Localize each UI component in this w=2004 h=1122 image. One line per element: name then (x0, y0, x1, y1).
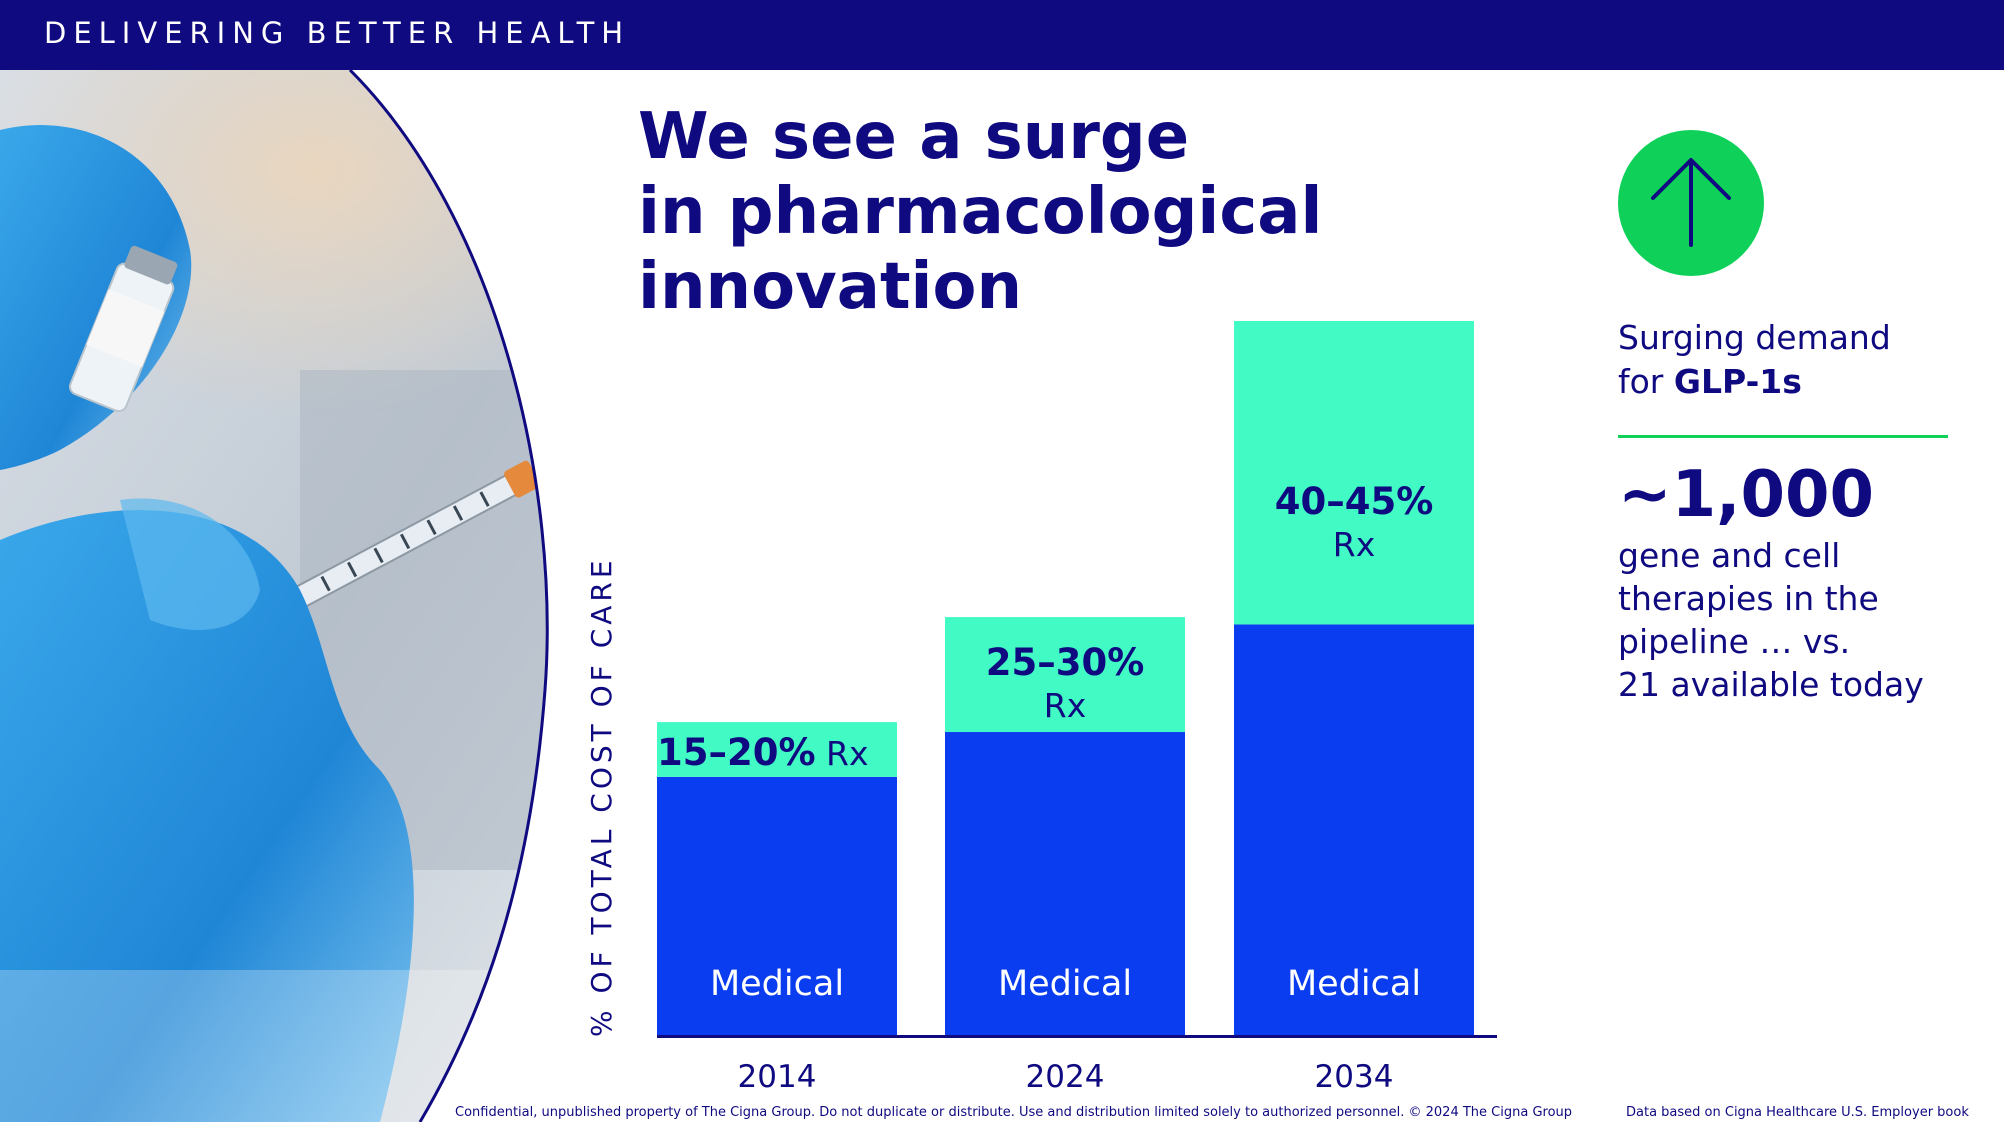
up-arrow-badge (1618, 130, 1764, 276)
medical-label-2024: Medical (998, 964, 1132, 1004)
headline-line-3: innovation (638, 250, 1022, 324)
x-tick-2034: 2034 (1315, 1059, 1394, 1095)
rx-bar-2014 (657, 722, 897, 777)
medical-bar-2014 (657, 776, 897, 1035)
headline-line-1: We see a surge (638, 100, 1190, 174)
therapy-description: gene and cell therapies in the pipeline … (1618, 534, 1978, 706)
therapy-line-1: gene and cell (1618, 536, 1841, 575)
rx-label-2014: 15–20% Rx (657, 731, 869, 774)
demand-line-2: for GLP-1s (1618, 360, 1978, 404)
rx-bar-2024 (945, 617, 1185, 733)
header-bar: DELIVERING BETTER HEALTH (0, 0, 2004, 70)
rx-bar-2034 (1234, 321, 1474, 625)
confidential-notice: Confidential, unpublished property of Th… (455, 1105, 1573, 1120)
medical-label-2034: Medical (1287, 964, 1421, 1004)
therapy-line-3: pipeline … vs. (1618, 622, 1851, 661)
glp1-demand-text: Surging demand for GLP-1s (1618, 316, 1978, 404)
up-arrow-icon (1651, 158, 1731, 247)
medical-bar-2034 (1234, 624, 1474, 1035)
x-tick-2024: 2024 (1026, 1059, 1105, 1095)
green-divider (1618, 435, 1948, 438)
demand-prefix: for (1618, 362, 1674, 401)
rx-range-2024: 25–30% (986, 641, 1145, 684)
y-axis-label: % OF TOTAL COST OF CARE (585, 556, 618, 1037)
rx-range-2034: 40–45% (1275, 480, 1434, 523)
medical-label-2014: Medical (710, 964, 844, 1004)
therapy-line-2: therapies in the (1618, 579, 1879, 618)
data-source-note: Data based on Cigna Healthcare U.S. Empl… (1626, 1105, 1969, 1120)
rx-suffix-2034: Rx (1333, 525, 1375, 564)
rx-range: 15–20% (657, 731, 816, 774)
rx-suffix-2024: Rx (1044, 686, 1086, 725)
therapy-count: ~1,000 (1618, 458, 1875, 532)
medical-bar-2024 (945, 732, 1185, 1035)
rx-suffix: Rx (816, 734, 869, 773)
headline-line-2: in pharmacological (638, 175, 1323, 249)
page-title: We see a surge in pharmacological innova… (638, 100, 1378, 325)
syringe-photo (0, 70, 549, 1122)
demand-line-1: Surging demand (1618, 318, 1891, 357)
x-tick-2014: 2014 (738, 1059, 817, 1095)
demand-bold: GLP-1s (1673, 362, 1802, 401)
therapy-line-4: 21 available today (1618, 665, 1924, 704)
header-title: DELIVERING BETTER HEALTH (44, 16, 631, 50)
